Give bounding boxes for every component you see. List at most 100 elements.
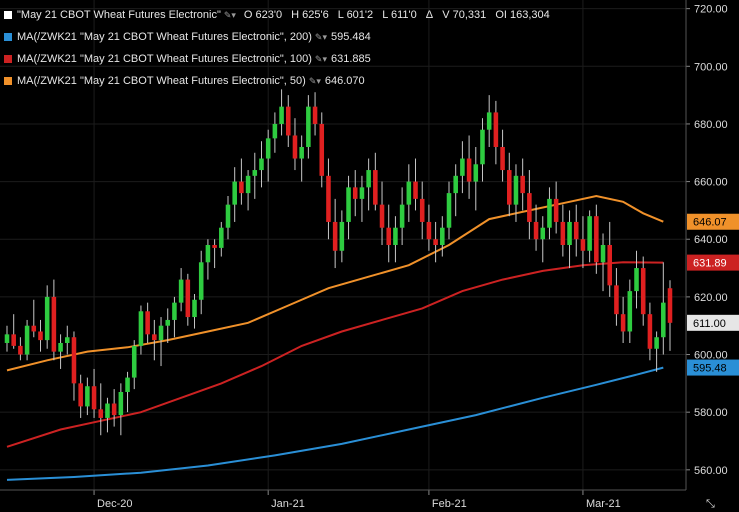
candle [78,374,83,418]
candle-body [486,112,492,130]
open-value: O 623'0 [243,9,283,21]
candle [172,296,177,338]
candle [185,273,191,326]
delta-value: Δ [425,9,434,21]
candle [373,152,378,211]
candle [71,331,77,401]
price-tag-box [687,213,739,230]
candle-body [279,106,284,124]
candle-body [172,302,177,320]
candle [533,204,539,251]
x-tick-label: Jan-21 [271,498,305,510]
candle [473,147,479,211]
legend-ma200[interactable]: MA(/ZWK21 "May 21 CBOT Wheat Futures Ele… [4,26,556,48]
candle [245,170,251,211]
candle [580,216,586,269]
candle [259,141,264,188]
candle-body [466,158,472,182]
candle-body [406,181,412,205]
candle-body [259,158,264,171]
candle [31,299,37,338]
candle-body [178,279,184,303]
candle [219,221,224,257]
candle [413,158,418,211]
candle [547,187,552,240]
candle-body [31,325,37,332]
legend-main-symbol[interactable]: "May 21 CBOT Wheat Futures Electronic" ✎… [4,4,556,26]
candle [24,319,30,361]
candle [446,181,452,240]
candle [98,383,104,436]
candle [513,164,519,222]
candle-body [18,345,23,355]
axis-corner: ⤡ [706,498,715,510]
candle [419,181,425,240]
candle [453,164,458,217]
candle [339,210,345,263]
candle [192,294,197,329]
candle-body [152,334,157,341]
candle [205,239,211,280]
price-tag-box [687,254,739,271]
candle-body [640,268,646,315]
ma50-edit-pencil-icon[interactable]: ✎▾ [308,76,321,86]
candle [252,152,258,199]
candle [232,167,237,222]
price-tags: 646.07 631.89 611.00 595.48 [687,213,739,376]
price-tag-box [687,314,739,331]
ma200-edit-pencil-icon[interactable]: ✎▾ [314,32,327,42]
candle-body [319,123,325,176]
candle-body [64,337,70,343]
candle-body [326,175,331,222]
ma100-edit-pencil-icon[interactable]: ✎▾ [314,54,327,64]
y-tick-label: 660.00 [694,177,728,189]
edit-pencil-icon[interactable]: ✎▾ [223,10,236,20]
price-axis[interactable]: 560.00 580.00 600.00 620.00 640.00 660.00 680.… [685,0,728,490]
candle [553,181,559,234]
candle-body [506,170,512,205]
price-tag-label: 611.00 [693,318,726,330]
candle-body [111,403,117,416]
candle [614,268,619,326]
candle-body [393,227,398,245]
price-tag: 646.07 [687,213,739,230]
candle-body [600,245,606,263]
candle [18,337,23,361]
candle [560,204,566,257]
ma100-label: MA(/ZWK21 "May 21 CBOT Wheat Futures Ele… [17,53,312,65]
candle [667,280,673,351]
candle [152,319,157,361]
y-tick-label: 700.00 [694,61,728,73]
candle-body [587,216,592,251]
candle [212,239,217,269]
legend-ma100[interactable]: MA(/ZWK21 "May 21 CBOT Wheat Futures Ele… [4,48,556,70]
candle [125,371,130,413]
price-tag-label: 646.07 [693,217,727,229]
candle-body [460,158,465,176]
date-axis[interactable]: Dec-20 Jan-21 Feb-21 Mar-21 [0,489,686,510]
ma100-line [6,261,664,448]
candle-body [614,285,619,315]
candle [393,216,398,263]
candle-body [346,187,351,222]
candle-body [105,403,110,418]
ma200-label: MA(/ZWK21 "May 21 CBOT Wheat Futures Ele… [17,31,312,43]
candle-body [225,204,231,228]
candle [520,158,525,211]
legend-ma50[interactable]: MA(/ZWK21 "May 21 CBOT Wheat Futures Ele… [4,70,556,92]
candle-body [547,198,552,228]
candle-body [520,175,525,194]
candle [440,216,445,257]
candle-body [44,296,50,341]
candle [105,397,110,433]
ma100-swatch [4,55,12,63]
candle [587,210,592,263]
candle [366,158,371,211]
candle-body [473,164,479,182]
candle [332,198,338,269]
price-tag-label: 631.89 [693,258,727,270]
ma50-value: 646.070 [324,75,365,87]
candle [145,302,150,343]
